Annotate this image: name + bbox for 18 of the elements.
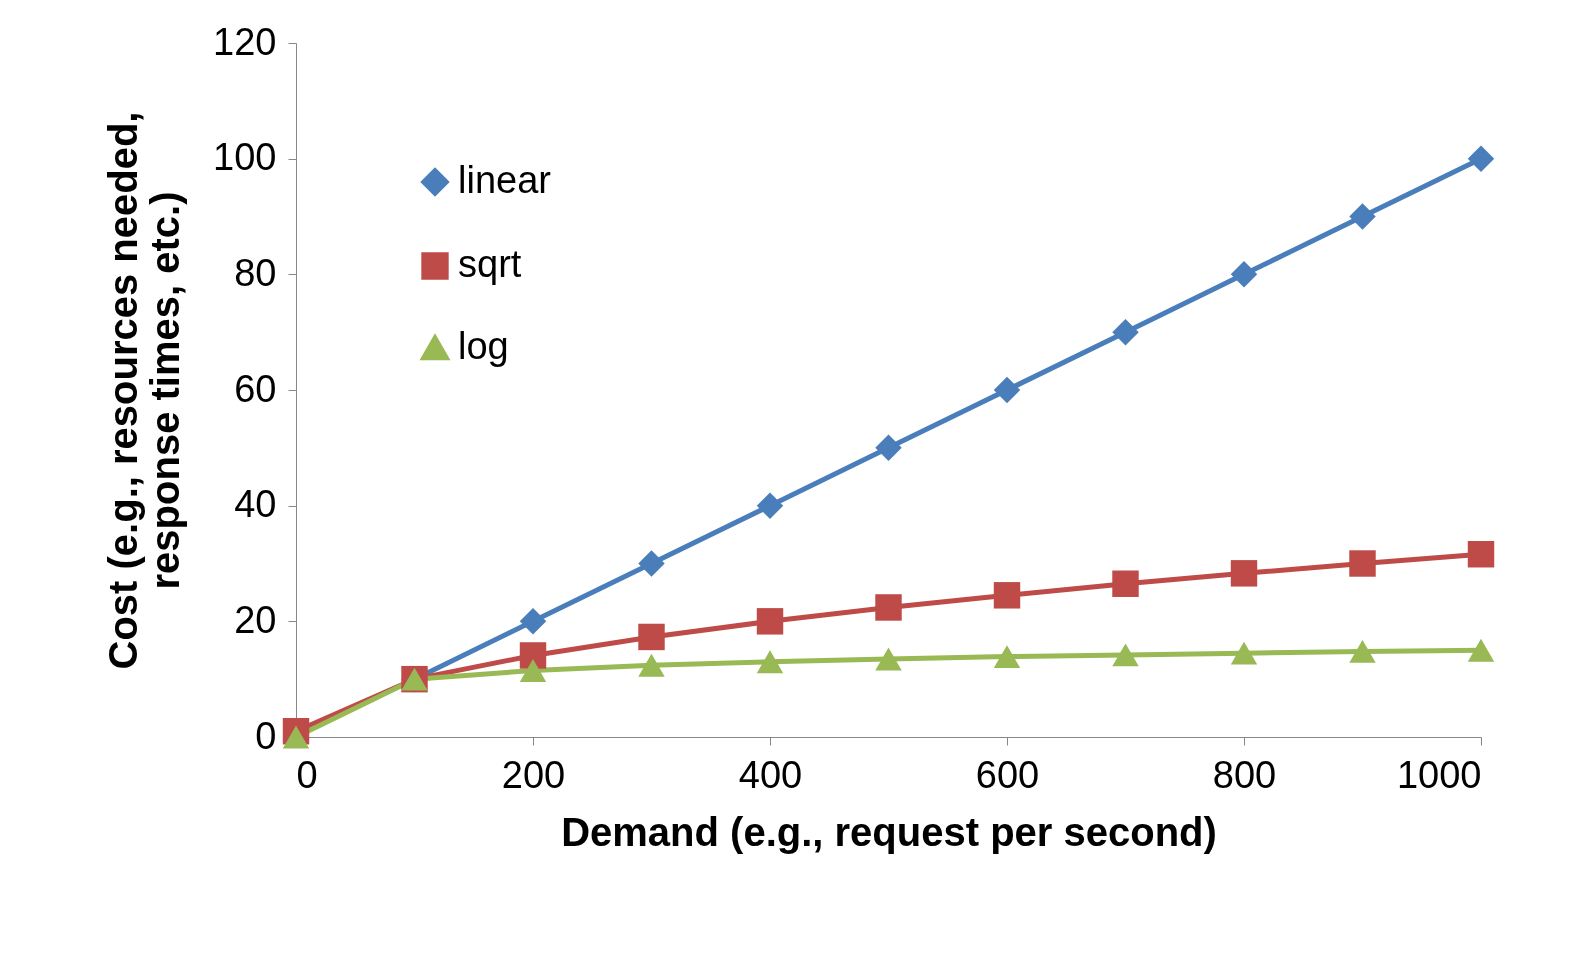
x-tick-label: 200: [501, 753, 566, 796]
x-tick-label: 1000: [1396, 753, 1482, 796]
x-tick-label: 400: [738, 753, 803, 796]
legend-label: sqrt: [458, 243, 522, 285]
y-tick-label: 20: [234, 598, 277, 641]
y-tick-label: 100: [213, 136, 277, 179]
legend-label: log: [458, 325, 509, 367]
y-tick-label: 80: [234, 251, 277, 294]
y-tick-label: 60: [234, 367, 277, 410]
x-axis-title: Demand (e.g., request per second): [561, 809, 1217, 854]
x-tick-label: 600: [975, 753, 1040, 796]
legend-label: linear: [458, 159, 552, 201]
x-tick-label: 800: [1212, 753, 1277, 796]
y-tick-label: 0: [255, 714, 277, 757]
y-tick-label: 40: [234, 483, 277, 526]
y-tick-label: 120: [213, 20, 277, 63]
y-axis-title: Cost (e.g., resources needed, response times, etc.): [101, 111, 188, 670]
x-tick-label: 0: [296, 753, 318, 796]
